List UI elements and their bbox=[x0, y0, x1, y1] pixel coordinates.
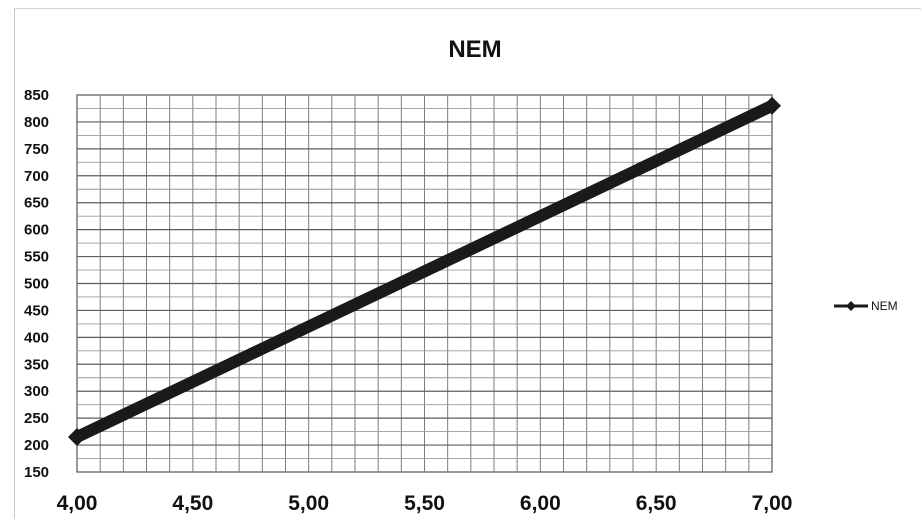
y-tick-label: 200 bbox=[24, 437, 49, 454]
x-tick-label: 5,50 bbox=[404, 492, 445, 515]
x-tick-label: 6,50 bbox=[636, 492, 677, 515]
data-point bbox=[68, 427, 86, 446]
y-tick-label: 750 bbox=[24, 141, 49, 158]
legend-label: NEM bbox=[871, 299, 898, 313]
x-tick-label: 6,00 bbox=[520, 492, 561, 515]
legend-marker bbox=[846, 301, 856, 311]
series-line bbox=[74, 100, 775, 443]
x-tick-label: 4,50 bbox=[172, 492, 213, 515]
y-tick-label: 450 bbox=[24, 302, 49, 319]
y-tick-label: 850 bbox=[24, 87, 49, 104]
y-tick-label: 700 bbox=[24, 168, 49, 185]
series bbox=[68, 96, 781, 446]
chart-title: NEM bbox=[448, 36, 501, 63]
y-tick-label: 550 bbox=[24, 249, 49, 266]
x-tick-label: 7,00 bbox=[752, 492, 793, 515]
y-tick-label: 800 bbox=[24, 114, 49, 131]
grid bbox=[76, 94, 773, 473]
axes: 150 200 250 300 350 400 450 500 550 600 650 700 750 8… bbox=[24, 87, 792, 515]
data-point bbox=[763, 96, 781, 115]
chart-frame bbox=[14, 8, 921, 519]
y-tick-label: 500 bbox=[24, 276, 49, 293]
y-tick-label: 150 bbox=[24, 464, 49, 481]
y-tick-label: 650 bbox=[24, 195, 49, 212]
y-tick-label: 400 bbox=[24, 329, 49, 346]
y-tick-label: 250 bbox=[24, 410, 49, 427]
x-tick-label: 5,00 bbox=[288, 492, 329, 515]
x-tick-label: 4,00 bbox=[57, 492, 98, 515]
y-tick-label: 350 bbox=[24, 356, 49, 373]
y-tick-label: 600 bbox=[24, 222, 49, 239]
legend: NEM bbox=[834, 299, 898, 313]
y-tick-label: 300 bbox=[24, 383, 49, 400]
